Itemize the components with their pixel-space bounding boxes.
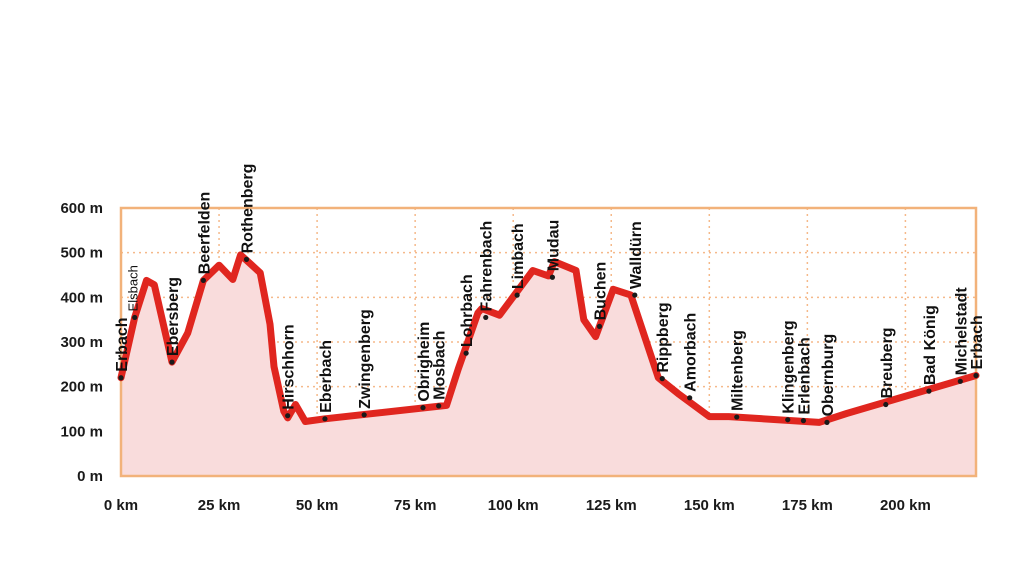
x-tick-label: 25 km xyxy=(198,497,241,514)
place-marker xyxy=(687,395,693,401)
place-marker xyxy=(659,376,665,382)
place-label: Obrigheim xyxy=(416,322,433,402)
y-tick-label: 500 m xyxy=(60,245,103,262)
place-marker xyxy=(973,372,979,379)
place-label: Zwingenberg xyxy=(357,309,374,409)
place-marker xyxy=(483,314,489,321)
place-label: Rippberg xyxy=(655,302,672,372)
place-marker xyxy=(514,292,520,298)
place-label: Erlenbach xyxy=(796,337,813,414)
place-marker xyxy=(824,419,830,425)
place-labels: Erbach Elsbach Ebersberg Beerfelden Rothenbe… xyxy=(114,164,986,417)
x-tick-label: 50 km xyxy=(296,497,339,514)
place-marker xyxy=(200,277,206,283)
y-tick-label: 200 m xyxy=(60,379,103,396)
place-label: Ebersberg xyxy=(165,277,182,356)
profile-line-layer xyxy=(117,251,980,426)
plot-border xyxy=(119,206,978,478)
y-tick-label: 100 m xyxy=(60,423,103,440)
place-marker xyxy=(596,323,603,329)
plot-frame xyxy=(119,206,978,478)
place-marker xyxy=(463,350,469,356)
place-marker xyxy=(361,412,367,418)
place-label: Bad König xyxy=(922,305,939,385)
place-marker xyxy=(883,401,889,408)
place-label: Beerfelden xyxy=(196,192,213,275)
place-marker xyxy=(118,375,124,381)
place-marker xyxy=(549,274,556,280)
profile-line xyxy=(117,251,980,426)
place-label: Obernburg xyxy=(820,334,837,417)
y-axis-ticks: 0 m 100 m 200 m 300 m 400 m 500 m 600 m xyxy=(60,200,103,485)
place-label: Limbach xyxy=(510,223,527,289)
x-tick-label: 100 km xyxy=(488,497,539,514)
x-tick-label: 150 km xyxy=(684,497,735,514)
place-label: Buchen xyxy=(592,262,609,321)
place-label: Miltenberg xyxy=(730,330,747,411)
place-label: Mosbach xyxy=(432,331,449,400)
place-markers xyxy=(118,256,979,425)
place-label: Erbach xyxy=(114,317,131,371)
x-axis-ticks: 0 km 25 km 50 km 75 km 100 km 125 km 150 km 175… xyxy=(104,497,931,514)
place-marker xyxy=(322,416,328,422)
x-tick-label: 175 km xyxy=(782,497,833,514)
x-tick-label: 75 km xyxy=(394,497,437,514)
place-marker xyxy=(285,413,291,419)
place-label: Erbach xyxy=(969,315,986,369)
y-tick-label: 0 m xyxy=(77,468,103,485)
y-tick-label: 400 m xyxy=(60,289,103,306)
place-label: Mudau xyxy=(545,220,562,272)
place-marker xyxy=(800,418,807,424)
place-marker xyxy=(632,292,638,298)
x-tick-label: 0 km xyxy=(104,497,138,514)
place-marker xyxy=(734,414,740,420)
place-label: Eberbach xyxy=(318,340,335,413)
place-label: Klingenberg xyxy=(781,320,798,413)
x-tick-label: 125 km xyxy=(586,497,637,514)
place-marker xyxy=(436,403,442,409)
place-label: Hirschhorn xyxy=(281,324,298,409)
place-marker xyxy=(957,378,963,384)
place-label: Breuberg xyxy=(879,327,896,398)
place-marker xyxy=(926,388,932,394)
profile-area-fill xyxy=(121,254,976,476)
y-tick-label: 300 m xyxy=(60,334,103,351)
place-marker xyxy=(420,405,426,411)
place-marker xyxy=(785,417,791,423)
place-label: Rothenberg xyxy=(240,164,257,254)
place-label: Amorbach xyxy=(683,313,700,392)
place-marker xyxy=(132,314,138,321)
place-label: Michelstadt xyxy=(953,287,970,376)
place-label: Lohrbach xyxy=(459,274,476,347)
y-tick-label: 600 m xyxy=(60,200,103,217)
place-label: Fahrenbach xyxy=(479,221,496,312)
profile-area-layer xyxy=(121,254,976,476)
place-marker xyxy=(169,359,175,365)
x-tick-label: 200 km xyxy=(880,497,931,514)
place-label: Elsbach xyxy=(126,265,141,311)
place-marker xyxy=(243,256,250,262)
place-label: Walldürn xyxy=(628,221,645,289)
